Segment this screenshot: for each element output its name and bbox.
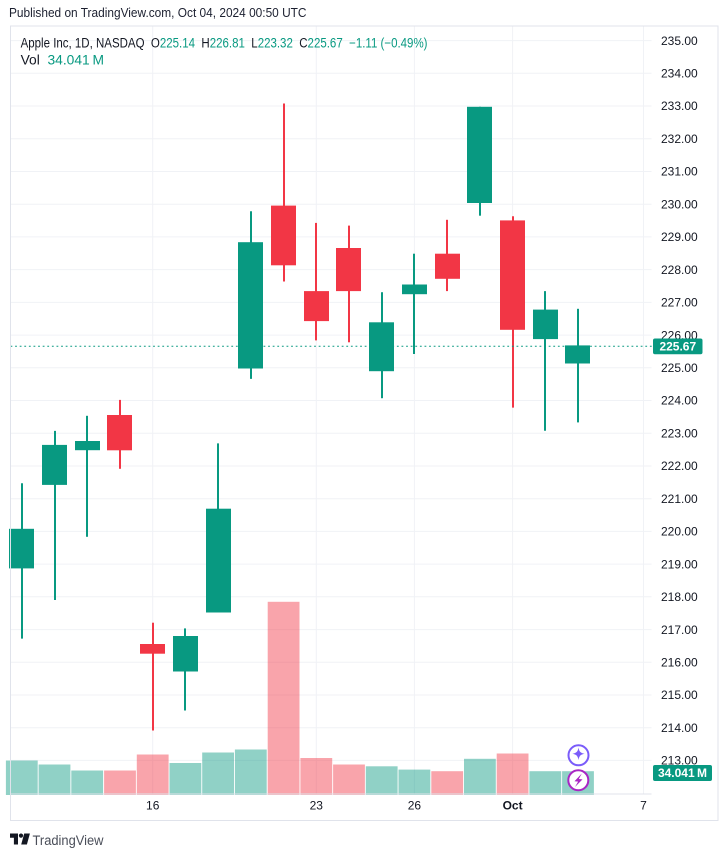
svg-text:225.67: 225.67 bbox=[659, 340, 696, 354]
svg-text:227.00: 227.00 bbox=[661, 296, 698, 310]
svg-text:26: 26 bbox=[408, 799, 422, 813]
svg-text:16: 16 bbox=[146, 799, 160, 813]
svg-text:34.041 M: 34.041 M bbox=[658, 766, 707, 780]
svg-text:7: 7 bbox=[640, 799, 647, 813]
svg-text:230.00: 230.00 bbox=[661, 197, 698, 211]
svg-text:213.00: 213.00 bbox=[661, 754, 698, 768]
svg-text:228.00: 228.00 bbox=[661, 263, 698, 277]
svg-text:220.00: 220.00 bbox=[661, 525, 698, 539]
svg-text:222.00: 222.00 bbox=[661, 459, 698, 473]
svg-text:214.00: 214.00 bbox=[661, 721, 698, 735]
svg-text:231.00: 231.00 bbox=[661, 165, 698, 179]
svg-text:224.00: 224.00 bbox=[661, 394, 698, 408]
svg-text:Vol 34.041 M: Vol 34.041 M bbox=[21, 53, 104, 68]
svg-text:218.00: 218.00 bbox=[661, 590, 698, 604]
svg-text:Oct: Oct bbox=[503, 799, 523, 813]
svg-text:235.00: 235.00 bbox=[661, 34, 698, 48]
svg-text:219.00: 219.00 bbox=[661, 557, 698, 571]
svg-text:Published on TradingView.com,: Published on TradingView.com, Oct 04, 20… bbox=[9, 6, 307, 20]
svg-text:216.00: 216.00 bbox=[661, 656, 698, 670]
svg-text:234.00: 234.00 bbox=[661, 67, 698, 81]
svg-text:232.00: 232.00 bbox=[661, 132, 698, 146]
svg-text:221.00: 221.00 bbox=[661, 492, 698, 506]
svg-text:23: 23 bbox=[310, 799, 324, 813]
svg-text:233.00: 233.00 bbox=[661, 99, 698, 113]
svg-text:223.00: 223.00 bbox=[661, 426, 698, 440]
svg-text:TradingView: TradingView bbox=[33, 833, 104, 848]
svg-text:Apple Inc, 1D, NASDAQ O225.14: Apple Inc, 1D, NASDAQ O225.14 H226.81 L2… bbox=[21, 36, 428, 51]
svg-text:217.00: 217.00 bbox=[661, 623, 698, 637]
svg-text:229.00: 229.00 bbox=[661, 230, 698, 244]
svg-text:215.00: 215.00 bbox=[661, 688, 698, 702]
svg-text:225.00: 225.00 bbox=[661, 361, 698, 375]
